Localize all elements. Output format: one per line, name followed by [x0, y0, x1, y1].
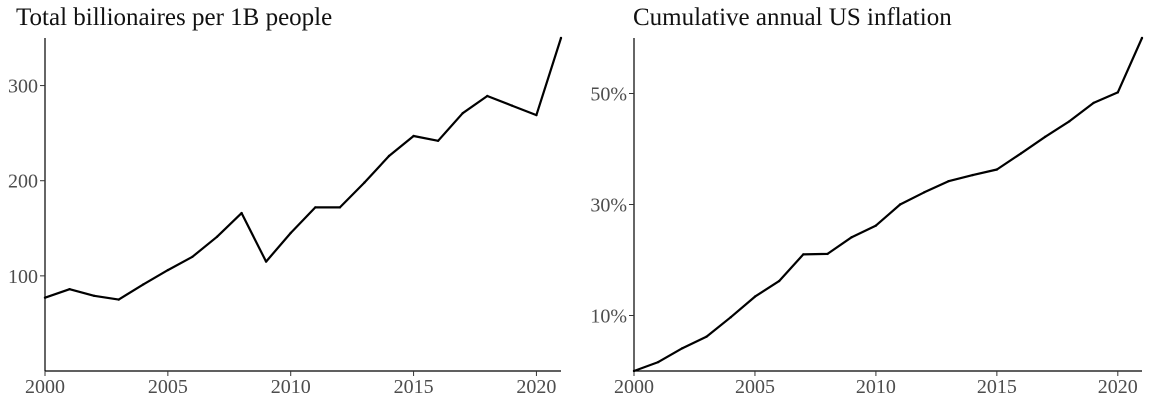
inflation-data-point [657, 360, 660, 364]
billionaires-data-point [43, 296, 47, 299]
billionaires-x-tick-label: 2005 [148, 376, 188, 398]
billionaires-data-point [68, 288, 71, 291]
billionaires-data-point [338, 206, 342, 209]
inflation-data-point [1092, 101, 1095, 105]
billionaires-x-tick-label: 2010 [271, 376, 311, 398]
inflation-data-point [971, 173, 974, 177]
inflation-data-point [1044, 135, 1047, 138]
inflation-data-point [1068, 120, 1071, 123]
inflation-data-point [923, 191, 926, 194]
inflation-data-point [995, 168, 999, 171]
billionaires-data-point [510, 104, 514, 107]
inflation-data-point [705, 335, 708, 338]
billionaires-data-point [215, 235, 219, 238]
inflation-x-tick-label: 2000 [614, 376, 654, 398]
billionaires-data-point [461, 112, 464, 115]
billionaires-data-point [264, 260, 268, 263]
inflation-x-tick-label: 2020 [1098, 376, 1138, 398]
inflation-series-line [633, 37, 1144, 373]
inflation-data-point [802, 253, 805, 256]
billionaires-data-point [191, 255, 194, 258]
inflation-data-point [874, 224, 878, 227]
billionaires-data-point [486, 94, 489, 98]
inflation-x-tick-label: 2010 [856, 376, 896, 398]
inflation-data-point [1019, 152, 1023, 155]
billionaires-data-point [387, 154, 391, 158]
billionaires-y-tick-label: 300 [8, 76, 38, 98]
billionaires-data-point [289, 231, 292, 235]
inflation-x-tick-label: 2005 [735, 376, 775, 398]
inflation-chart-panel: Cumulative annual US inflation 2000 2005 2… [590, 4, 1144, 398]
inflation-x-tick-label: 2015 [977, 376, 1017, 398]
inflation-y-tick-label: 50% [590, 84, 627, 106]
billionaires-data-point [363, 181, 366, 184]
inflation-data-point [850, 236, 853, 239]
billionaires-data-point [240, 211, 243, 215]
billionaires-chart-panel: Total billionaires per 1B people 2000 200… [8, 4, 563, 398]
billionaires-data-point [142, 283, 145, 286]
billionaires-data-point [412, 134, 415, 138]
inflation-data-point [753, 295, 757, 298]
billionaires-data-point [117, 298, 120, 301]
billionaires-data-point [166, 268, 170, 272]
billionaires-data-point [92, 294, 96, 297]
inflation-data-point [898, 203, 902, 206]
billionaires-chart-title: Total billionaires per 1B people [16, 4, 332, 31]
inflation-y-tick-label: 10% [590, 306, 627, 328]
inflation-data-point [1140, 36, 1144, 40]
billionaires-data-point [535, 113, 538, 117]
inflation-data-point [826, 252, 829, 256]
billionaires-data-point [436, 139, 440, 142]
billionaires-y-tick-label: 200 [8, 171, 38, 193]
billionaires-series-line [44, 37, 563, 301]
inflation-chart-title: Cumulative annual US inflation [633, 4, 952, 31]
billionaires-data-point [314, 206, 317, 209]
inflation-data-point [1116, 91, 1120, 94]
billionaires-x-tick-label: 2015 [394, 376, 434, 398]
billionaires-data-point [559, 36, 563, 40]
billionaires-x-tick-label: 2000 [25, 376, 65, 398]
inflation-y-tick-label: 30% [590, 195, 627, 217]
billionaires-y-tick-label: 100 [8, 266, 38, 288]
inflation-data-point [632, 369, 636, 373]
inflation-data-point [947, 180, 950, 183]
billionaires-x-tick-label: 2020 [516, 376, 556, 398]
inflation-data-point [729, 316, 732, 319]
inflation-data-point [681, 347, 684, 350]
inflation-data-point [777, 279, 781, 283]
